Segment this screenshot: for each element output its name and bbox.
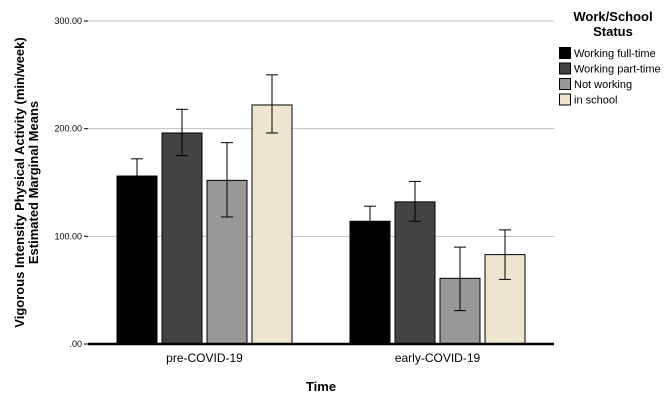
x-axis-categories: pre-COVID-19 early-COVID-19 bbox=[166, 351, 480, 365]
y-tick-label: 200.00 bbox=[54, 124, 82, 134]
legend-label: in school bbox=[574, 95, 617, 107]
legend-swatch bbox=[559, 62, 571, 75]
y-axis-ticks: .00 100.00 200.00 300.00 bbox=[54, 16, 88, 349]
legend-label: Working full-time bbox=[574, 48, 656, 60]
bars bbox=[116, 104, 526, 345]
legend-label: Working part-time bbox=[574, 64, 661, 76]
bar bbox=[116, 175, 158, 345]
grid-lines bbox=[88, 20, 554, 237]
bar bbox=[349, 220, 391, 345]
y-axis-title-line-1: Vigorous Intensity Physical Activity (mi… bbox=[12, 37, 27, 327]
bar bbox=[251, 104, 293, 345]
y-tick-label: .00 bbox=[69, 339, 82, 349]
legend-swatch bbox=[559, 47, 571, 59]
legend-label: Not working bbox=[574, 79, 632, 91]
error-bars bbox=[131, 74, 511, 312]
legend-title-line-2: Status bbox=[593, 24, 633, 39]
bar bbox=[161, 132, 203, 345]
x-axis-title: Time bbox=[306, 379, 336, 394]
y-axis-title: Vigorous Intensity Physical Activity (mi… bbox=[12, 37, 41, 327]
y-axis-title-line-2: Estimated Marginal Means bbox=[26, 101, 41, 264]
legend-swatch bbox=[559, 78, 571, 90]
legend: Work/School Status Working full-time Work… bbox=[559, 9, 661, 107]
y-tick-label: 300.00 bbox=[54, 16, 82, 26]
x-category-label: early-COVID-19 bbox=[395, 351, 481, 365]
bar bbox=[394, 201, 436, 345]
legend-swatch bbox=[559, 93, 571, 106]
y-tick-label: 100.00 bbox=[54, 231, 82, 241]
legend-title-line-1: Work/School bbox=[573, 9, 652, 24]
x-category-label: pre-COVID-19 bbox=[166, 351, 243, 365]
